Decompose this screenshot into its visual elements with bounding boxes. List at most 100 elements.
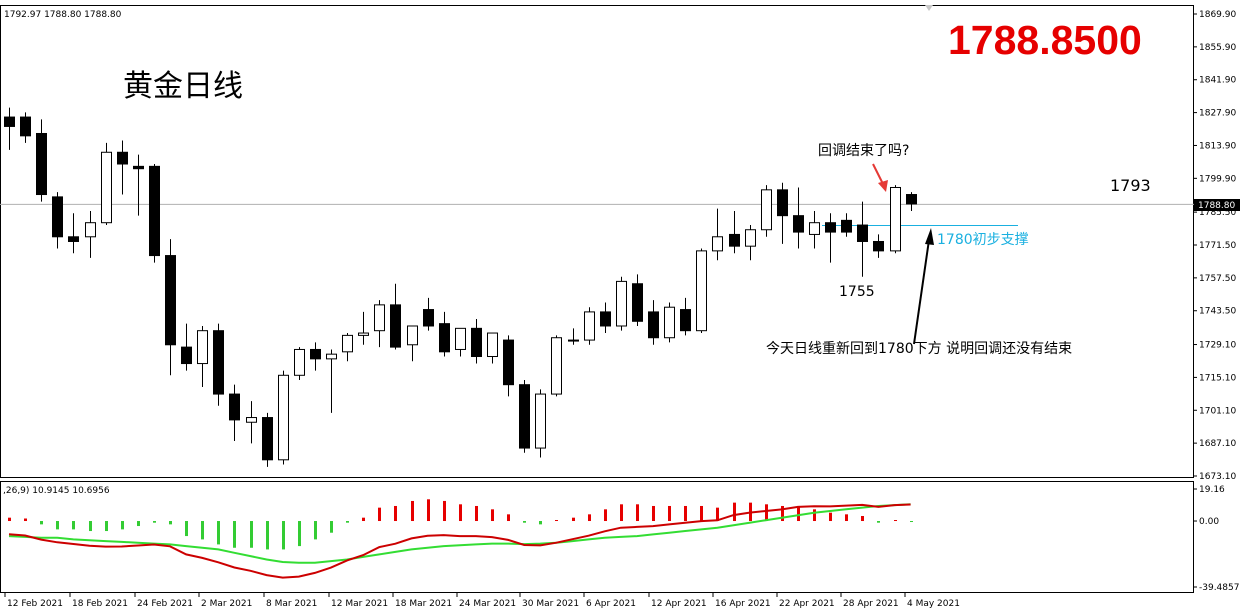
candle-bull [358,332,369,336]
macd-group [8,499,913,579]
candle-bear [857,224,868,242]
time-tick-label: 18 Feb 2021 [72,599,128,609]
candle-bull [246,417,257,423]
macd-tick-label: 19.16 [1199,485,1225,495]
time-tick-label: 4 May 2021 [907,599,960,609]
macd-tick-label: -39.4857 [1199,583,1239,593]
current-price-tag [1194,199,1240,211]
candle-bull [85,222,96,238]
price-tick-label: 1715.10 [1199,373,1236,383]
scroll-marker-icon [925,5,933,11]
time-axis: 12 Feb 2021 18 Feb 2021 24 Feb 2021 2 Mar 2… [4,593,960,609]
support-label: 1780初步支撑 [937,231,1029,248]
candle-bull [407,325,418,346]
candle-bull [342,334,353,353]
candle-bear [648,311,659,339]
candle-bull [616,280,627,327]
candle-bear [117,151,128,165]
question-annotation: 回调结束了吗? [818,143,909,159]
price-tick-label: 1855.90 [1199,43,1236,53]
price-tick-label: 1785.50 [1199,208,1236,218]
candle-bear [52,196,63,238]
price-tick-label: 1869.90 [1199,10,1236,20]
candle-bull [535,393,546,449]
candle-bull [761,189,772,231]
price-tick-label: 1687.10 [1199,439,1236,449]
macd-params: ,26,9) 10.9145 10.6956 [3,486,110,496]
time-tick-label: 12 Feb 2021 [7,599,63,609]
candle-bear [423,309,434,327]
chart-title: 黄金日线 [123,69,243,104]
candle-bull [809,222,820,235]
candle-bull [101,151,112,224]
candle-bear [873,240,884,252]
price-tick-label: 1701.10 [1199,406,1236,416]
time-tick-label: 30 Mar 2021 [522,599,579,609]
black-arrow-icon [925,228,934,245]
time-tick-label: 12 Apr 2021 [651,599,707,609]
candle-bull [712,236,723,252]
candle-bear [632,283,643,322]
time-tick-label: 28 Apr 2021 [843,599,899,609]
candle-bear [229,393,240,421]
candle-bear [793,215,804,233]
candle-bear [133,165,144,170]
time-tick-label: 16 Apr 2021 [715,599,771,609]
candle-bear [149,165,160,257]
current-price-tag-text: 1788.80 [1198,201,1235,211]
candle-bull [890,186,901,252]
price-tick-label: 1757.50 [1199,274,1236,284]
candle-bear [36,132,47,196]
candle-bull [487,332,498,358]
candle-bull [568,339,579,342]
time-tick-label: 2 Mar 2021 [201,599,252,609]
time-tick-label: 18 Mar 2021 [395,599,452,609]
candle-bear [4,116,15,127]
candle-bull [664,306,675,339]
candle-bull [374,304,385,332]
level-1793-label: 1793 [1110,176,1151,195]
candle-bear [213,330,224,395]
price-tick-label: 1673.10 [1199,472,1236,482]
candle-bull [197,330,208,365]
candle-bull [278,374,289,461]
time-tick-label: 22 Apr 2021 [779,599,835,609]
price-tick-label: 1743.50 [1199,307,1236,317]
time-tick-label: 6 Apr 2021 [586,599,636,609]
price-tick-label: 1813.90 [1199,141,1236,151]
price-tick-label: 1729.10 [1199,341,1236,351]
big-price: 1788.8500 [948,17,1142,63]
candle-bear [439,323,450,353]
time-tick-label: 12 Mar 2021 [331,599,388,609]
candle-bear [906,194,917,205]
candle-bull [455,327,466,350]
candle-bear [262,417,273,461]
candle-bear [310,348,321,360]
black-arrow-shaft [913,239,930,345]
candle-bear [519,384,530,449]
candle-bull [551,337,562,395]
price-axis: 1869.90 1855.90 1841.90 1827.90 1813.90 1799.… [1193,10,1236,482]
candle-bear [503,339,514,386]
price-panel-frame [0,5,1194,478]
candle-bear [680,309,691,332]
candle-bull [696,250,707,332]
candle-bear [181,346,192,365]
macd-main-line [8,503,911,579]
time-tick-label: 8 Mar 2021 [266,599,317,609]
comment-annotation: 今天日线重新回到1780下方 说明回调还没有结束 [766,341,1072,357]
candle-bear [825,222,836,233]
candle-bear [68,236,79,242]
price-tick-label: 1771.50 [1199,241,1236,251]
candle-bull [326,353,337,360]
red-arrow-icon [878,180,888,192]
price-tick-label: 1827.90 [1199,109,1236,119]
candles-group [4,107,917,467]
low-1755-label: 1755 [839,284,875,300]
indicator-panel-frame [0,481,1194,593]
macd-axis: 19.16 0.00 -39.4857 [1193,485,1239,593]
candle-bull [745,229,756,247]
time-tick-label: 24 Mar 2021 [459,599,516,609]
macd-signal-line [8,503,911,564]
